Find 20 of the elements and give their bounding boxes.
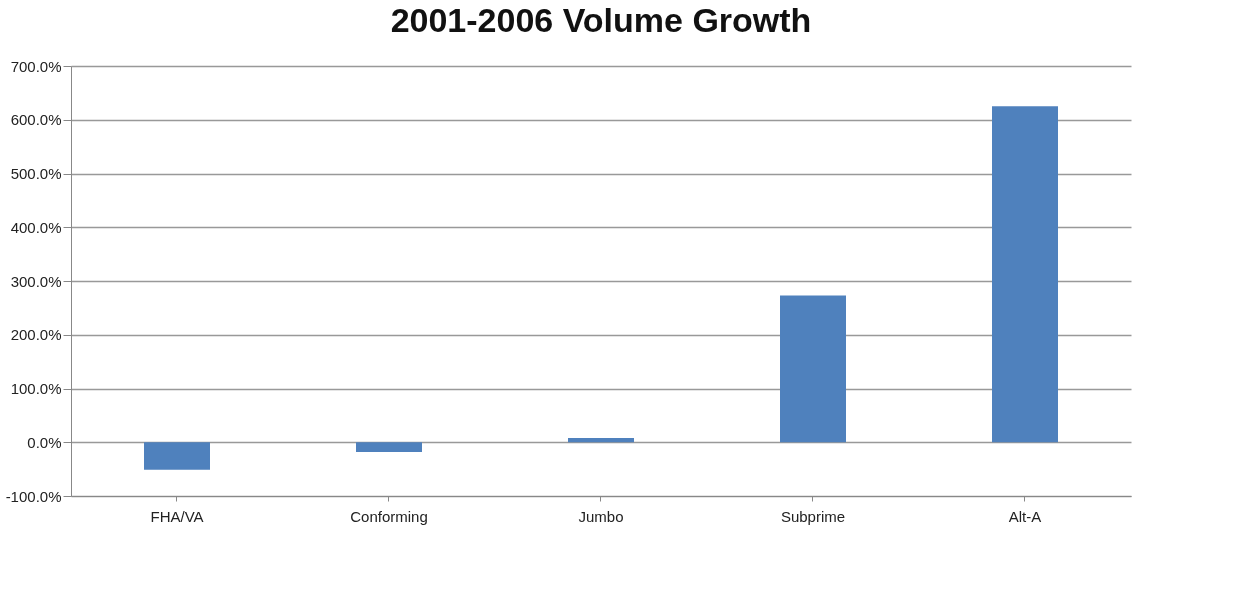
x-tick-label: FHA/VA [150,507,204,525]
y-tick-label: 0.0% [27,433,62,451]
bar [992,106,1058,443]
y-tick-label: 100.0% [10,380,62,397]
x-tick-label: Subprime [780,507,846,525]
y-tick-label: 500.0% [10,165,62,182]
y-tick-label: -100.0% [5,487,62,505]
y-tick-label: 700.0% [10,57,62,75]
y-tick-label: 300.0% [10,272,62,290]
bar [356,442,422,452]
x-tick-label: Jumbo [578,507,624,525]
x-tick-label: Conforming [350,507,428,525]
bar [144,442,210,470]
y-tick-label: 600.0% [10,111,62,129]
y-tick-label: 400.0% [10,218,62,236]
x-tick-label: Alt-A [1008,507,1042,525]
bar [780,295,846,443]
chart-title: 2001-2006 Volume Growth [390,1,812,39]
bar [568,437,634,443]
y-tick-label: 200.0% [10,326,62,344]
